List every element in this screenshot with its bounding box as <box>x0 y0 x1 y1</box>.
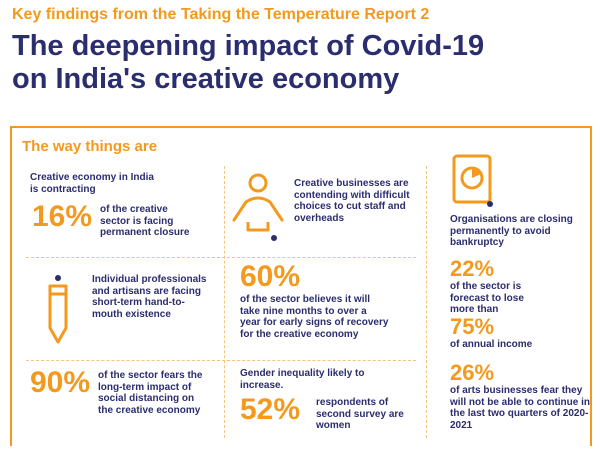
finding-recovery-stat: 60% <box>240 260 301 293</box>
finding-gender-detail: respondents of second survey are women <box>316 397 404 431</box>
finding-recovery-detail: of the sector believes it will take nine… <box>240 294 389 340</box>
finding-contracting-detail: of the creative sector is facing permane… <box>100 204 190 238</box>
panel-title: The way things are <box>22 138 158 155</box>
finding-arts-business-detail: of arts businesses fear they will not be… <box>450 385 590 431</box>
page-title: The deepening impact of Covid-19 on Indi… <box>12 30 592 96</box>
kicker: Key findings from the Taking the Tempera… <box>12 6 430 23</box>
finding-arts-business-stat: 26% <box>450 360 495 385</box>
divider-vertical-right <box>426 166 427 438</box>
finding-closing-stat2: 75% <box>450 314 495 339</box>
pie-chart-document-icon <box>450 152 498 208</box>
divider-horizontal-upper <box>26 257 416 258</box>
finding-closing-detail2: of annual income <box>450 339 533 350</box>
finding-gender-stat: 52% <box>240 393 301 426</box>
divider-vertical-left <box>224 166 225 438</box>
finding-distancing-stat: 90% <box>30 366 91 399</box>
finding-staff-lead: Creative businesses are contending with … <box>294 178 410 224</box>
divider-horizontal-lower <box>26 360 416 361</box>
finding-hand-to-mouth-lead: Individual professionals and artisans ar… <box>92 274 207 320</box>
finding-gender-lead: Gender inequality likely to increase. <box>240 368 365 391</box>
findings-panel <box>10 126 592 446</box>
person-balance-icon <box>230 172 286 244</box>
headline-line-1: The deepening impact of Covid-19 <box>12 30 485 62</box>
finding-closing-detail1: of the sector is forecast to lose more t… <box>450 281 524 315</box>
finding-closing-lead: Organisations are closing permanently to… <box>450 214 573 248</box>
pencil-icon <box>42 272 78 350</box>
finding-contracting-stat: 16% <box>32 200 93 233</box>
finding-closing-stat1: 22% <box>450 256 495 281</box>
finding-contracting-lead: Creative economy in India is contracting <box>30 172 154 195</box>
finding-distancing-detail: of the sector fears the long-term impact… <box>98 370 203 416</box>
headline-line-2: on India's creative economy <box>12 63 400 95</box>
